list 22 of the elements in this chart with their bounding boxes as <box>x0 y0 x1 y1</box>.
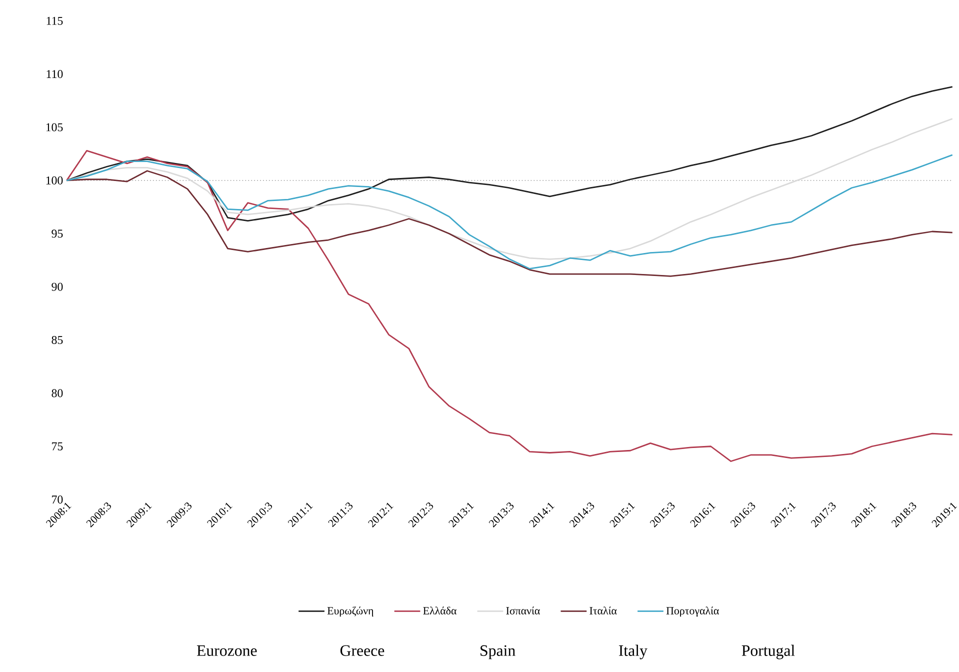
legend-label: Ευρωζώνη <box>327 606 374 617</box>
y-tick-label: 100 <box>46 176 63 185</box>
y-tick-label: 105 <box>46 123 63 132</box>
line-series <box>66 154 954 270</box>
y-tick-label: 115 <box>46 17 63 26</box>
y-tick-label: 90 <box>52 282 63 291</box>
text: Greece <box>340 645 384 656</box>
text: Portugal <box>742 644 795 660</box>
y-tick-label: 110 <box>46 70 63 78</box>
text: Spain <box>480 645 516 660</box>
line-series <box>66 150 954 462</box>
y-tick-label: 70 <box>52 496 63 504</box>
legend-label: Πορτογαλία <box>666 606 719 617</box>
text: Italy <box>618 644 648 660</box>
y-tick-label: 85 <box>52 336 63 344</box>
y-tick-label: 75 <box>52 442 63 450</box>
legend-label: Ιταλία <box>590 606 617 615</box>
y-tick-label: 95 <box>52 230 63 238</box>
legend-label: Ισπανία <box>506 606 540 615</box>
legend-label: Ελλάδα <box>423 606 456 615</box>
text: Eurozone <box>196 646 257 656</box>
y-tick-label: 80 <box>52 389 63 398</box>
